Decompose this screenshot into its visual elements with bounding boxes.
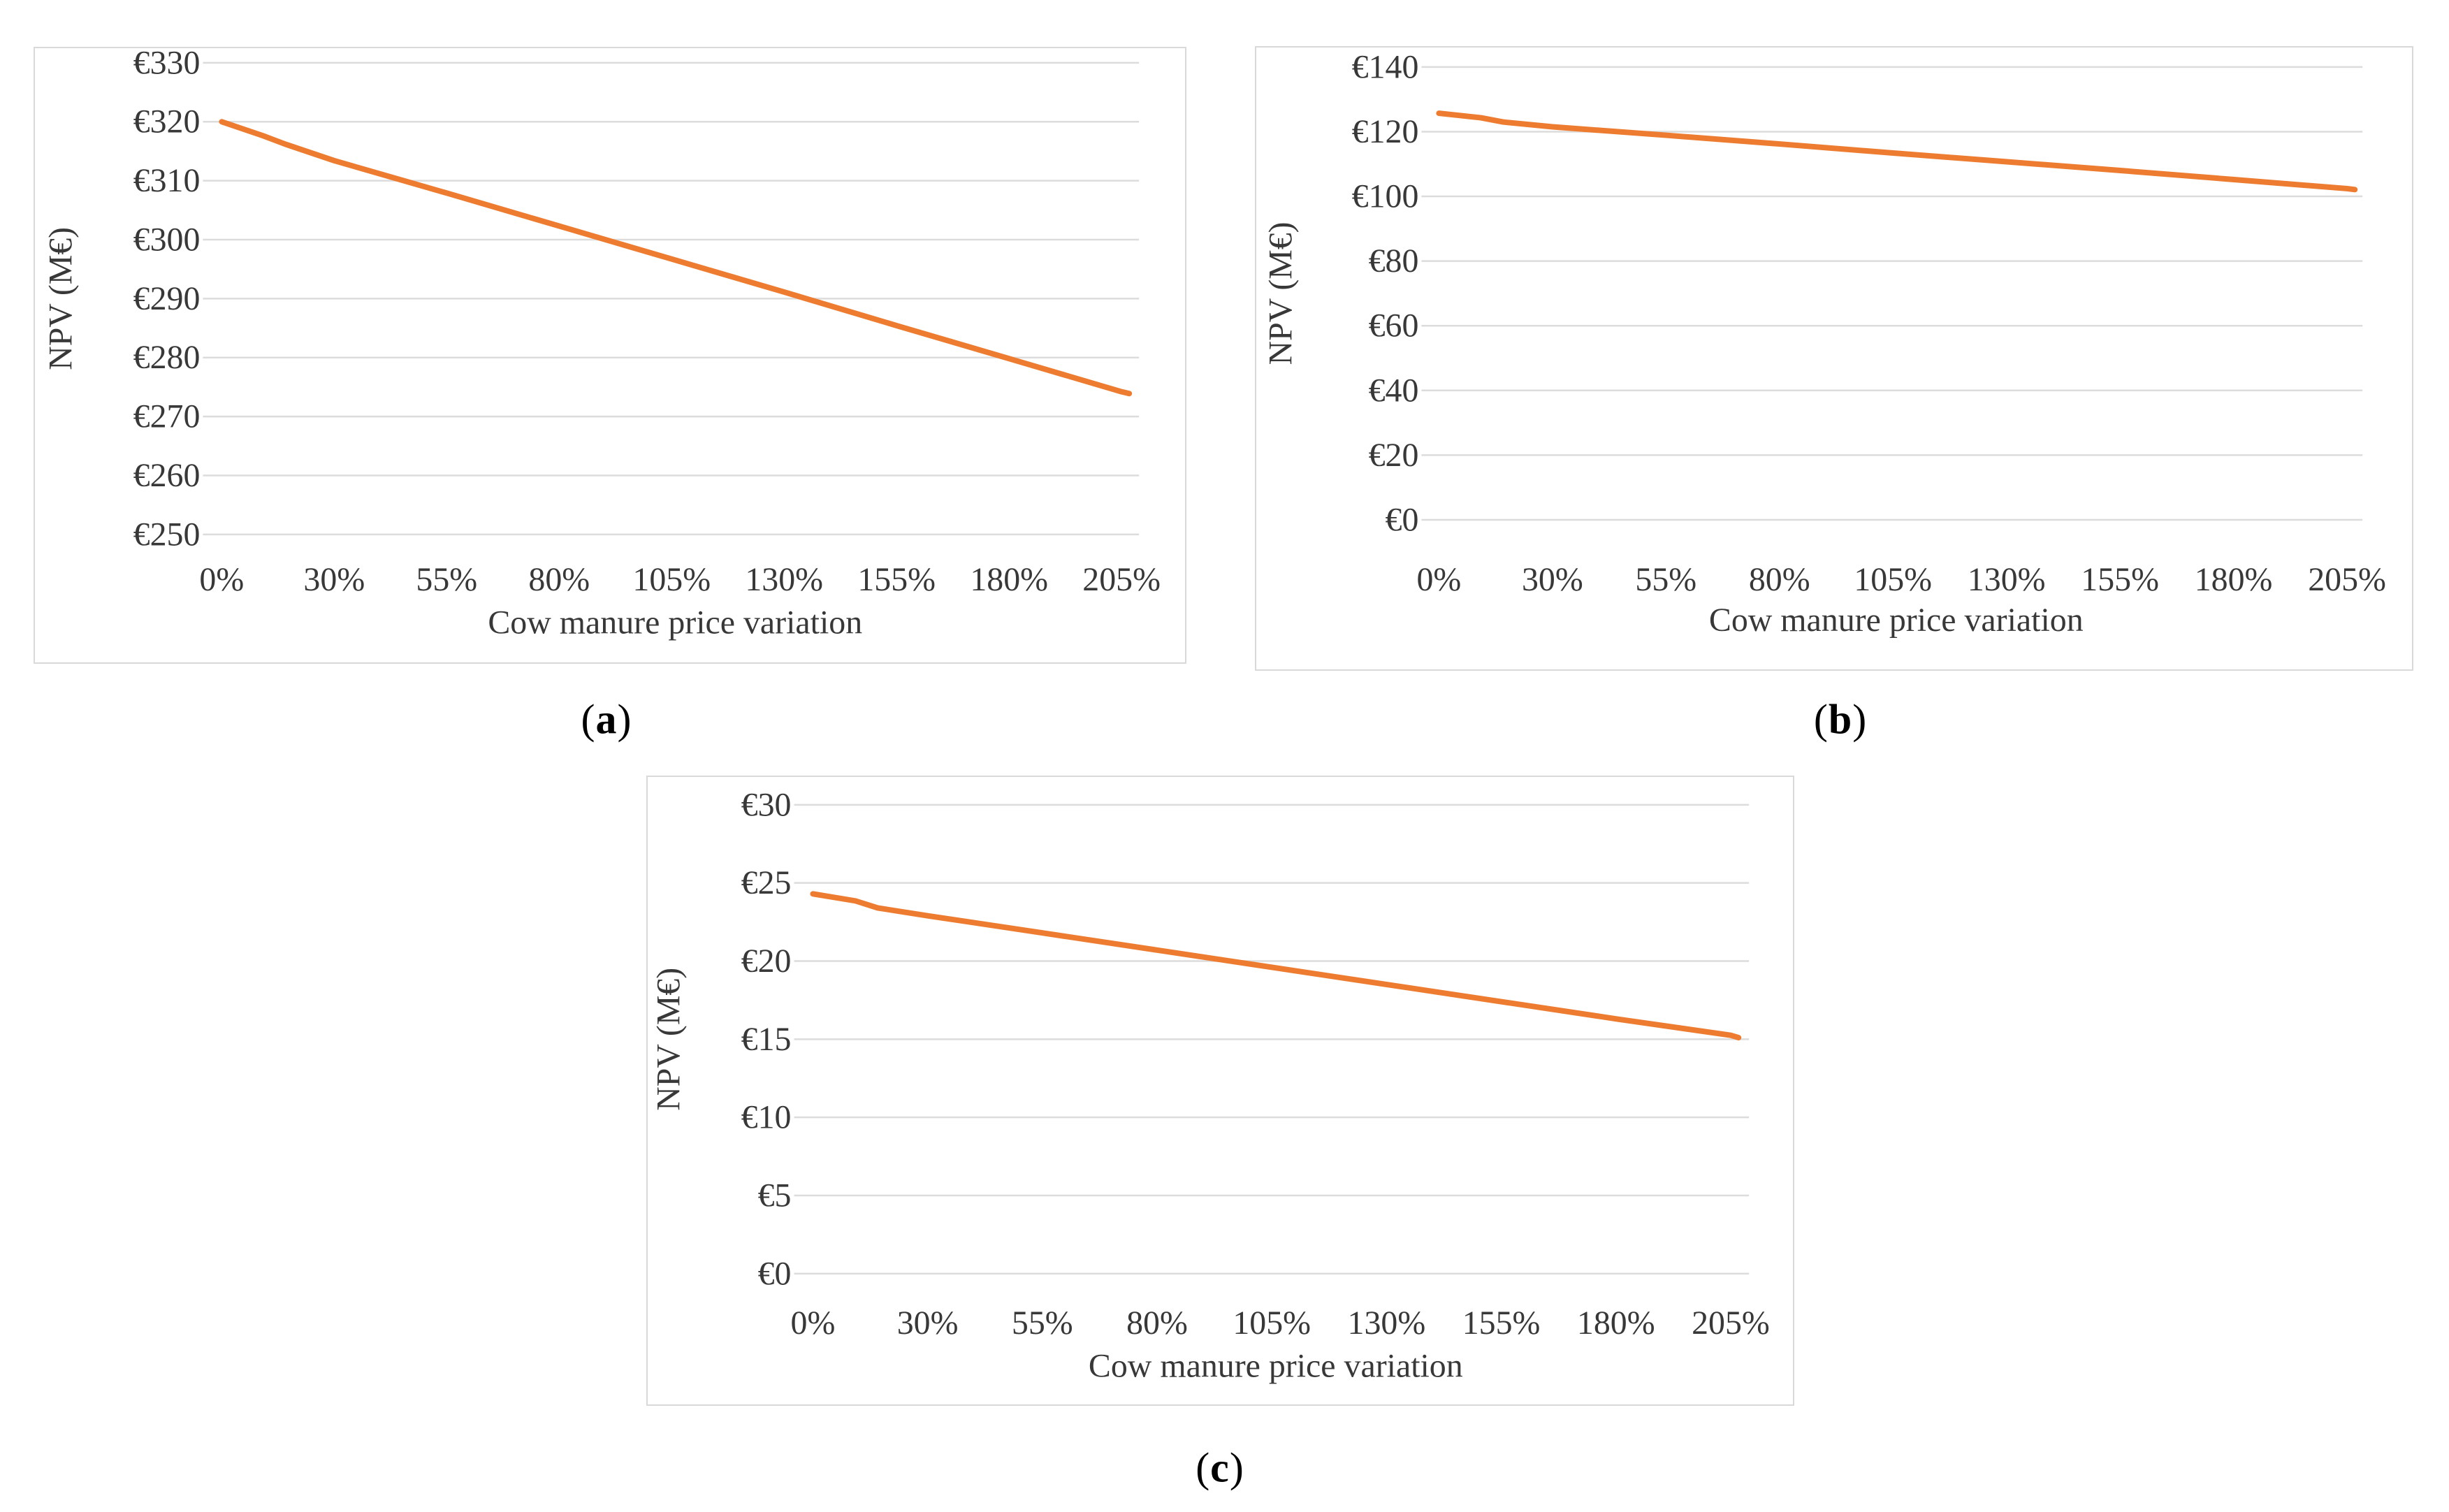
y-tick-label: €290 (133, 280, 201, 317)
y-tick-label: €60 (1369, 307, 1419, 344)
caption-a-letter: a (595, 696, 618, 743)
x-tick-label: 105% (1854, 561, 1932, 598)
x-tick-label: 30% (897, 1304, 959, 1342)
y-tick-label: €100 (1352, 178, 1419, 215)
y-tick-label: €25 (741, 864, 792, 901)
x-tick-label: 205% (1692, 1304, 1770, 1342)
npv-line-chart-a: €330 €320 €310 €300 €290 €280 €270 €260 €250 0% 30… (42, 48, 1161, 641)
x-tick-label: 105% (632, 561, 711, 598)
x-tick-label: 130% (1968, 561, 2046, 598)
caption-a: (a) (581, 696, 632, 744)
y-tick-label: €30 (741, 786, 792, 823)
x-tick-label: 155% (1462, 1304, 1541, 1342)
caption-a-open-paren: ( (581, 696, 596, 743)
x-tick-label: 130% (745, 561, 823, 598)
y-tick-label: €5 (758, 1177, 792, 1214)
y-tick-label: €330 (133, 48, 201, 81)
x-tick-label: 205% (1082, 561, 1161, 598)
y-tick-label: €15 (741, 1021, 792, 1058)
x-tick-label: 130% (1348, 1304, 1426, 1342)
chart-panel-b: €140 €120 €100 €80 €60 €40 €20 €0 0% 30% 55% 80% 105… (1255, 46, 2413, 671)
x-tick-label: 55% (1012, 1304, 1073, 1342)
y-tick-label: €0 (1386, 501, 1419, 538)
caption-b-letter: b (1828, 696, 1853, 743)
x-tick-label: 80% (528, 561, 590, 598)
npv-series-line (1436, 110, 2358, 193)
y-tick-label: €0 (758, 1255, 792, 1292)
x-tick-label: 80% (1126, 1304, 1188, 1342)
caption-c-letter: c (1210, 1444, 1230, 1491)
npv-line-chart-b: €140 €120 €100 €80 €60 €40 €20 €0 0% 30% 55% 80% 105… (1262, 48, 2386, 639)
chart-panel-a: €330 €320 €310 €300 €290 €280 €270 €260 €250 0% 30… (34, 47, 1186, 664)
x-axis-title: Cow manure price variation (1089, 1348, 1463, 1385)
caption-a-close-paren: ) (617, 696, 632, 743)
x-tick-label: 0% (791, 1304, 836, 1342)
caption-c: (c) (1196, 1444, 1244, 1492)
y-tick-label: €140 (1352, 48, 1419, 85)
x-tick-label: 80% (1749, 561, 1810, 598)
y-tick-label: €20 (741, 943, 792, 980)
x-tick-label: 105% (1233, 1304, 1311, 1342)
chart-panel-c: €30 €25 €20 €15 €10 €5 €0 0% 30% 55% 80% 105% 130% 15… (646, 776, 1794, 1406)
x-tick-label: 155% (2081, 561, 2159, 598)
x-tick-label: 205% (2308, 561, 2386, 598)
x-tick-label: 30% (1522, 561, 1583, 598)
y-tick-label: €320 (133, 103, 201, 140)
x-tick-label: 155% (857, 561, 936, 598)
y-tick-label: €120 (1352, 113, 1419, 150)
y-axis-title: NPV (M€) (42, 227, 79, 370)
y-tick-label: €80 (1369, 242, 1419, 279)
x-tick-label: 0% (199, 561, 244, 598)
x-tick-label: 30% (303, 561, 365, 598)
y-tick-label: €20 (1369, 437, 1419, 474)
y-tick-label: €310 (133, 162, 201, 199)
y-tick-label: €270 (133, 398, 201, 435)
y-tick-label: €40 (1369, 372, 1419, 409)
x-tick-label: 55% (416, 561, 477, 598)
y-axis-title: NPV (M€) (650, 968, 687, 1111)
y-tick-label: €300 (133, 221, 201, 259)
caption-b-open-paren: ( (1813, 696, 1829, 743)
x-axis-title: Cow manure price variation (488, 604, 862, 641)
npv-line-chart-c: €30 €25 €20 €15 €10 €5 €0 0% 30% 55% 80% 105% 130% 15… (650, 786, 1770, 1385)
y-tick-label: €10 (741, 1099, 792, 1136)
caption-b: (b) (1814, 696, 1867, 744)
y-axis-title: NPV (M€) (1262, 221, 1299, 365)
x-tick-label: 55% (1635, 561, 1696, 598)
x-tick-label: 180% (1577, 1304, 1655, 1342)
y-tick-label: €280 (133, 339, 201, 376)
caption-c-close-paren: ) (1229, 1444, 1244, 1491)
npv-series-line (219, 119, 1133, 397)
x-axis-title: Cow manure price variation (1709, 602, 2084, 639)
caption-c-open-paren: ( (1196, 1444, 1211, 1491)
y-tick-label: €250 (133, 516, 201, 553)
x-tick-label: 0% (1416, 561, 1461, 598)
y-tick-label: €260 (133, 457, 201, 494)
x-tick-label: 180% (970, 561, 1048, 598)
caption-b-close-paren: ) (1852, 696, 1868, 743)
x-tick-label: 180% (2195, 561, 2273, 598)
npv-series-line (810, 891, 1742, 1041)
